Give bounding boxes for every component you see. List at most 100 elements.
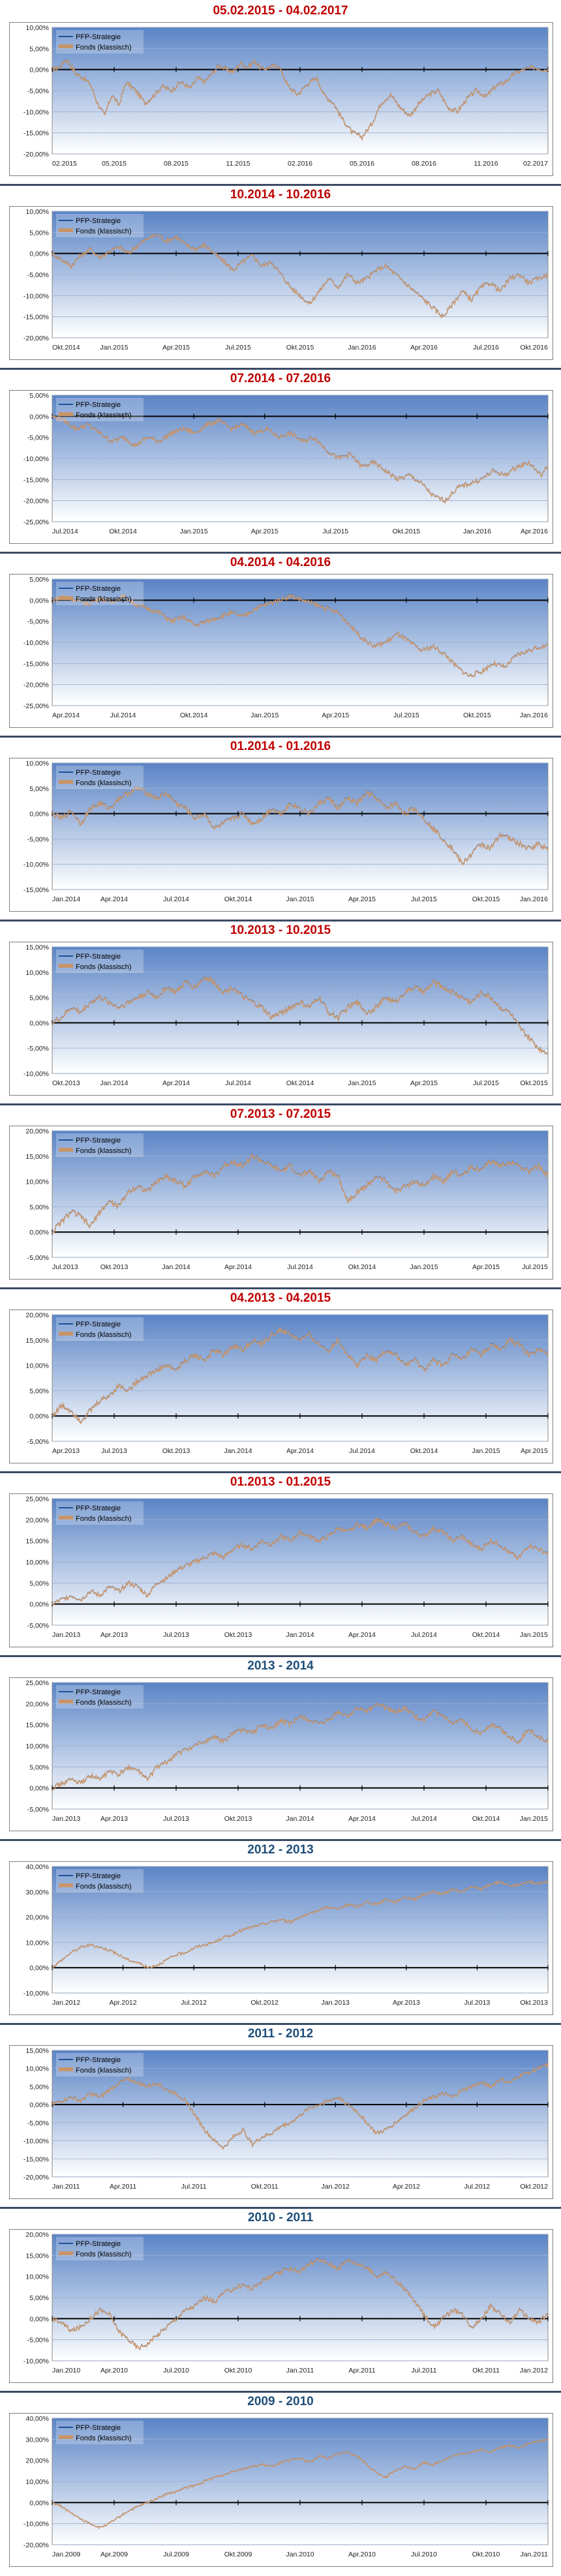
x-tick-label: Jan.2014 — [286, 1815, 314, 1823]
legend-swatch-fund — [59, 1700, 73, 1703]
x-tick-label: Jul.2012 — [464, 2183, 491, 2191]
y-tick-label: -15,00% — [23, 660, 49, 668]
legend: PFP-Strategie Fonds (klassisch) — [56, 2237, 144, 2260]
y-tick-label: 10,00% — [25, 208, 49, 216]
chart-title: 04.2013 - 04.2015 — [230, 1291, 331, 1305]
x-tick-label: Jul.2012 — [181, 1999, 207, 2007]
y-tick-label: 0,00% — [29, 811, 49, 818]
y-tick-label: 0,00% — [29, 2315, 49, 2323]
x-tick-label: Okt.2013 — [52, 1079, 80, 1087]
x-tick-label: Jul.2015 — [522, 1263, 548, 1271]
series-line-fund — [52, 233, 549, 319]
line-chart: -20,00% -15,00% -10,00% -5,00% 0,00% 5,00% 10,… — [9, 22, 553, 176]
x-tick-label: Okt.2010 — [472, 2551, 500, 2558]
y-tick-label: 10,00% — [25, 24, 49, 32]
legend-swatch-fund — [59, 412, 73, 416]
chart-panel: 04.2013 - 04.2015 -5,00% 0,00% 5,00% 10,00% 1… — [0, 1287, 561, 1471]
y-tick-label: 15,00% — [25, 2252, 49, 2260]
y-tick-label: -15,00% — [23, 476, 49, 484]
x-tick-label: Apr.2014 — [162, 1079, 190, 1087]
x-tick-label: Okt.2014 — [52, 344, 80, 352]
legend-label-fund: Fonds (klassisch) — [76, 595, 132, 603]
x-tick-label: 05.2016 — [350, 160, 374, 168]
legend-label-strategy: PFP-Strategie — [76, 401, 121, 409]
chart-title: 10.2013 - 10.2015 — [230, 923, 331, 937]
x-tick-label: Jan.2013 — [322, 1999, 350, 2007]
legend-label-strategy: PFP-Strategie — [76, 585, 121, 593]
y-tick-label: -15,00% — [23, 314, 49, 322]
panel-separator — [0, 2391, 561, 2393]
x-tick-label: Jan.2015 — [250, 711, 279, 719]
legend-label-strategy: PFP-Strategie — [76, 1688, 121, 1696]
x-tick-label: Apr.2015 — [251, 528, 279, 535]
chart-title: 07.2013 - 07.2015 — [230, 1107, 331, 1121]
legend-swatch-fund — [59, 596, 73, 600]
x-tick-label: Jan.2015 — [180, 528, 208, 535]
legend-label-strategy: PFP-Strategie — [76, 2056, 121, 2064]
x-tick-label: Jul.2009 — [163, 2551, 189, 2558]
legend-label-strategy: PFP-Strategie — [76, 1505, 121, 1512]
x-tick-label: Jan.2011 — [521, 2551, 549, 2558]
y-tick-label: -10,00% — [23, 2521, 49, 2528]
legend-label-fund: Fonds (klassisch) — [76, 963, 132, 971]
y-tick-label: 40,00% — [25, 2415, 49, 2423]
legend-label-strategy: PFP-Strategie — [76, 2240, 121, 2248]
legend: PFP-Strategie Fonds (klassisch) — [56, 582, 144, 605]
series-line-fund — [52, 593, 549, 678]
x-tick-label: Jan.2016 — [520, 895, 548, 903]
x-tick-label: Okt.2014 — [472, 1815, 500, 1823]
y-tick-label: 20,00% — [25, 1128, 49, 1135]
legend-label-fund: Fonds (klassisch) — [76, 412, 132, 419]
y-tick-label: 5,00% — [29, 45, 49, 53]
y-tick-label: 30,00% — [25, 1889, 49, 1896]
y-tick-label: 10,00% — [25, 1939, 49, 1947]
panel-separator — [0, 2023, 561, 2025]
x-tick-label: Okt.2010 — [224, 2367, 252, 2374]
legend-label-strategy: PFP-Strategie — [76, 1321, 121, 1328]
y-tick-label: -5,00% — [27, 618, 49, 626]
y-tick-label: -20,00% — [23, 335, 49, 342]
y-tick-label: 0,00% — [29, 597, 49, 605]
y-tick-label: 0,00% — [29, 1785, 49, 1793]
legend-swatch-fund — [59, 964, 73, 968]
series-line-fund — [52, 58, 549, 142]
legend: PFP-Strategie Fonds (klassisch) — [56, 1869, 144, 1893]
chart-title: 2011 - 2012 — [247, 2027, 314, 2041]
legend-label-fund: Fonds (klassisch) — [76, 2434, 132, 2442]
x-tick-label: Apr.2013 — [100, 1631, 128, 1639]
y-tick-label: -5,00% — [27, 1806, 49, 1814]
line-chart: -5,00% 0,00% 5,00% 10,00% 15,00% 20,00% Jul.20… — [9, 1126, 553, 1280]
legend-label-strategy: PFP-Strategie — [76, 2424, 121, 2432]
y-tick-label: -5,00% — [27, 271, 49, 279]
legend-label-fund: Fonds (klassisch) — [76, 1699, 132, 1707]
chart-panel: 2009 - 2010 -20,00% -10,00% 0,00% 10,00% 20,0… — [0, 2391, 561, 2575]
legend-swatch-fund — [59, 1883, 73, 1887]
x-tick-label: Okt.2014 — [286, 1079, 314, 1087]
x-tick-label: Apr.2015 — [472, 1263, 500, 1271]
x-tick-label: Apr.2016 — [521, 528, 548, 535]
x-tick-label: Okt.2013 — [162, 1447, 190, 1455]
x-tick-label: Okt.2014 — [348, 1263, 376, 1271]
x-tick-label: Jan.2015 — [348, 1079, 376, 1087]
line-chart: -5,00% 0,00% 5,00% 10,00% 15,00% 20,00% Apr.20… — [9, 1310, 553, 1463]
x-tick-label: Okt.2013 — [520, 1999, 548, 2007]
x-tick-label: Apr.2013 — [100, 1815, 128, 1823]
y-tick-label: 10,00% — [25, 1362, 49, 1370]
chart-panel: 2011 - 2012 -20,00% -15,00% -10,00% -5,00% 0,… — [0, 2023, 561, 2207]
chart-panel: 07.2014 - 07.2016 -25,00% -20,00% -15,00% -1… — [0, 368, 561, 552]
panel-separator — [0, 1655, 561, 1657]
x-tick-label: Jul.2015 — [411, 895, 437, 903]
x-tick-label: Jan.2011 — [52, 2183, 80, 2191]
x-tick-label: Jul.2010 — [163, 2367, 189, 2374]
x-tick-label: Jul.2013 — [101, 1447, 127, 1455]
y-tick-label: 15,00% — [25, 1337, 49, 1345]
x-tick-label: Apr.2014 — [100, 895, 128, 903]
y-tick-label: -5,00% — [27, 2119, 49, 2127]
legend-label-fund: Fonds (klassisch) — [76, 228, 132, 235]
line-chart: -10,00% -5,00% 0,00% 5,00% 10,00% 15,00% Okt.2… — [9, 942, 553, 1096]
chart-panel: 07.2013 - 07.2015 -5,00% 0,00% 5,00% 10,00% 1… — [0, 1103, 561, 1287]
x-tick-label: Apr.2014 — [224, 1263, 252, 1271]
x-tick-label: Okt.2011 — [472, 2367, 500, 2374]
x-tick-label: Jul.2013 — [52, 1263, 78, 1271]
x-tick-label: Apr.2013 — [52, 1447, 80, 1455]
